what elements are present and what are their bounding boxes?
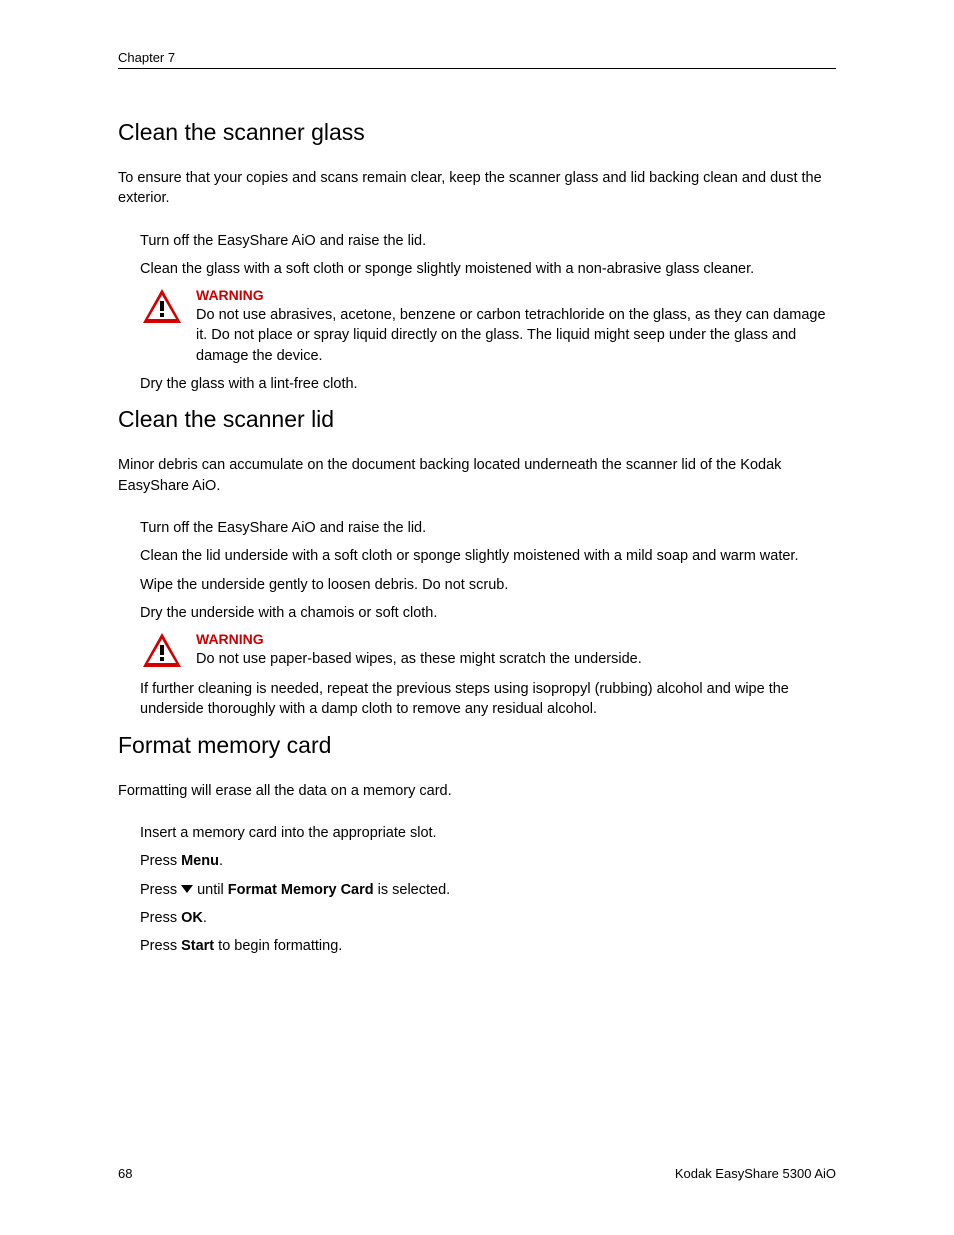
- step-text: Press until Format Memory Card is select…: [140, 880, 836, 900]
- heading-format-card: Format memory card: [118, 732, 836, 759]
- page-header: Chapter 7: [118, 50, 836, 69]
- steps-scanner-lid: Turn off the EasyShare AiO and raise the…: [140, 518, 836, 720]
- page-number: 68: [118, 1166, 132, 1181]
- warning-text: Do not use abrasives, acetone, benzene o…: [196, 305, 836, 366]
- steps-format-card: Insert a memory card into the appropriat…: [140, 823, 836, 956]
- warning-block: WARNING Do not use paper-based wipes, as…: [140, 631, 836, 671]
- step-text: Turn off the EasyShare AiO and raise the…: [140, 518, 836, 538]
- warning-icon: [140, 631, 184, 671]
- step-text: Clean the glass with a soft cloth or spo…: [140, 259, 836, 279]
- intro-scanner-lid: Minor debris can accumulate on the docum…: [118, 455, 836, 496]
- warning-icon: [140, 287, 184, 327]
- document-title: Kodak EasyShare 5300 AiO: [675, 1166, 836, 1181]
- step-text: Press Menu.: [140, 851, 836, 871]
- intro-format-card: Formatting will erase all the data on a …: [118, 781, 836, 801]
- warning-content: WARNING Do not use paper-based wipes, as…: [196, 631, 836, 669]
- step-text: Dry the glass with a lint-free cloth.: [140, 374, 836, 394]
- bold-ok: OK: [181, 910, 203, 926]
- heading-scanner-glass: Clean the scanner glass: [118, 119, 836, 146]
- step-text: Insert a memory card into the appropriat…: [140, 823, 836, 843]
- step-text: Dry the underside with a chamois or soft…: [140, 603, 836, 623]
- page-footer: 68 Kodak EasyShare 5300 AiO: [118, 1166, 836, 1181]
- step-text: If further cleaning is needed, repeat th…: [140, 679, 836, 720]
- chapter-label: Chapter 7: [118, 50, 175, 65]
- warning-label: WARNING: [196, 631, 836, 647]
- warning-label: WARNING: [196, 287, 836, 303]
- step-text: Press OK.: [140, 908, 836, 928]
- steps-scanner-glass: Turn off the EasyShare AiO and raise the…: [140, 231, 836, 395]
- warning-block: WARNING Do not use abrasives, acetone, b…: [140, 287, 836, 366]
- bold-format-memory-card: Format Memory Card: [228, 882, 374, 898]
- step-text: Wipe the underside gently to loosen debr…: [140, 575, 836, 595]
- intro-scanner-glass: To ensure that your copies and scans rem…: [118, 168, 836, 209]
- step-text: Turn off the EasyShare AiO and raise the…: [140, 231, 836, 251]
- bold-start: Start: [181, 938, 214, 954]
- warning-text: Do not use paper-based wipes, as these m…: [196, 649, 836, 669]
- bold-menu: Menu: [181, 853, 219, 869]
- down-arrow-icon: [181, 885, 193, 894]
- step-text: Press Start to begin formatting.: [140, 936, 836, 956]
- heading-scanner-lid: Clean the scanner lid: [118, 406, 836, 433]
- step-text: Clean the lid underside with a soft clot…: [140, 546, 836, 566]
- warning-content: WARNING Do not use abrasives, acetone, b…: [196, 287, 836, 366]
